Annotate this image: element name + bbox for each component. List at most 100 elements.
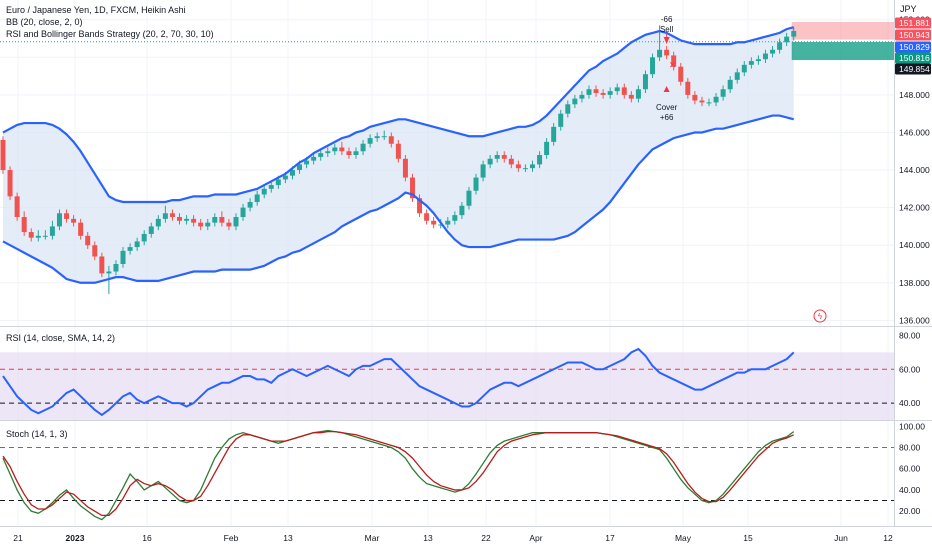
candle-body [254,194,260,202]
alert-icon [813,309,827,323]
stoch-tick-label: 60.00 [899,464,921,474]
candle-body [395,143,401,159]
candle-body [459,205,465,216]
candle-body [593,89,599,94]
candle-body [184,218,190,221]
candle-body [141,233,147,242]
bb-legend[interactable]: BB (20, close, 2, 0) [6,17,83,27]
candle-body [318,153,324,157]
candle-body [755,59,761,62]
candle-body [113,263,119,272]
candle-body [148,226,154,234]
candle-body [162,213,168,219]
candle-body [508,158,514,165]
candle-body [134,241,140,248]
candle-body [762,53,768,60]
candle-body [431,220,437,225]
cover-arrow-icon [663,86,670,92]
candle-body [14,196,20,218]
candle-body [332,147,338,152]
candle-body [438,224,444,226]
candle-body [565,104,571,114]
candle-body [42,235,48,237]
candle-body [480,164,486,178]
symbol-legend[interactable]: Euro / Japanese Yen, 1D, FXCM, Heikin As… [6,5,186,15]
time-tick-label: Mar [365,533,380,543]
candle-body [85,235,91,246]
candle-body [558,113,564,127]
candle-body [409,177,415,199]
price-tick-label: 140.000 [899,240,930,250]
candle-body [424,213,430,221]
rsi-legend[interactable]: RSI (14, close, SMA, 14, 2) [6,333,116,343]
candle-body [56,213,62,227]
time-tick-label: 16 [142,533,152,543]
candle-body [275,179,281,186]
candle-body [600,93,606,95]
candle-body [487,158,493,165]
time-tick-label: Apr [529,533,542,543]
strategy-legend[interactable]: RSI and Bollinger Bands Strategy (20, 2,… [6,29,214,39]
candle-body [374,136,380,139]
candle-body [530,164,535,169]
price-tag-label: 150.829 [899,42,930,52]
price-tag-bg [895,41,931,53]
candle-body [268,185,274,189]
candle-body [205,222,211,227]
candle-body [297,164,303,171]
stoch-legend[interactable]: Stoch (14, 1, 3) [6,429,68,439]
alert-icon-glyph: ϟ [818,312,823,321]
candle-body [628,94,634,99]
candle-body [127,247,133,251]
candle-body [522,168,528,170]
candle-body [304,160,310,165]
candle-body [473,177,479,191]
price-tag-label: 149.854 [899,64,930,74]
candle-body [445,220,451,225]
price-tag-bg [895,63,931,75]
candle-body [71,218,77,223]
price-tag-label: 150.816 [899,53,930,63]
candle-body [198,222,204,227]
candle-body [452,215,458,221]
candle-body [671,55,677,67]
candle-body [99,256,105,274]
candle-body [325,151,331,154]
candle-body [360,143,366,152]
price-tick-label: 148.000 [899,90,930,100]
cover-profit-label: +66 [660,113,674,122]
take-profit-zone [791,41,894,61]
candle-body [417,198,423,214]
currency-label: JPY [900,4,917,14]
candle-body [49,226,55,236]
candle-body [515,164,521,169]
candle-body [282,175,288,180]
candle-body [92,245,98,257]
candle-body [155,218,161,227]
candle-body [699,100,705,103]
candle-body [642,74,648,90]
time-tick-label: 13 [283,533,293,543]
candle-body [35,235,41,238]
sell-arrow-icon [663,37,670,44]
sell-label: Sell [660,25,674,34]
time-tick-label: Jun [834,533,848,543]
sell-profit-label: -66 [661,15,673,24]
candle-body [226,222,232,227]
candle-body [212,217,218,223]
candle-body [106,271,112,274]
candle-body [741,64,747,73]
candle-body [261,188,267,195]
time-tick-label: Feb [224,533,239,543]
time-tick-label: May [675,533,692,543]
price-tick-label: 138.000 [899,278,930,288]
candle-body [621,87,627,95]
candle-body [0,139,6,171]
price-tick-label: 136.000 [899,315,930,325]
price-tag-label: 151.881 [899,18,930,28]
candle-body [791,31,797,37]
candle-body [777,42,783,50]
candle-body [311,156,317,161]
candle-body [713,96,719,103]
